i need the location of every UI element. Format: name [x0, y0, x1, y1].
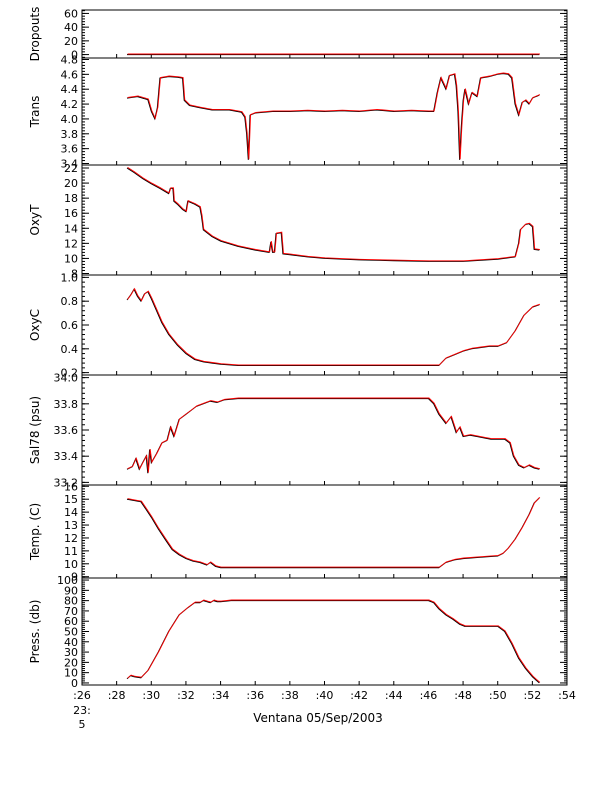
series-line-dark: [126, 73, 540, 160]
y-tick-label: 3.6: [61, 143, 79, 156]
y-tick-label: 20: [64, 35, 78, 48]
x-start-label: 23:: [73, 704, 91, 717]
y-tick-label: 4.6: [61, 68, 79, 81]
series-line-red: [127, 287, 541, 366]
x-tick-label: :38: [281, 689, 299, 702]
panel-4: 0.2 0.4 0.6 0.8 1.0 OxyC: [28, 271, 568, 380]
y-tick-label: 10: [64, 252, 78, 265]
y-tick-label: 10: [64, 558, 78, 571]
y-tick-label: 3.4: [61, 158, 79, 171]
y-tick-label: 33.2: [54, 476, 79, 489]
y-axis-label: Temp. (C): [28, 503, 42, 561]
x-start-label: 5: [79, 718, 86, 731]
y-axis-label: Trans: [28, 96, 42, 129]
x-tick-label: :36: [246, 689, 264, 702]
x-tick-label: :44: [385, 689, 403, 702]
y-tick-label: 8: [71, 267, 78, 280]
y-tick-label: 33.4: [54, 450, 79, 463]
y-tick-label: 4.2: [61, 98, 79, 111]
y-tick-label: 3.8: [61, 128, 79, 141]
panel-frame: [81, 484, 568, 579]
x-tick-label: :48: [454, 689, 472, 702]
y-axis-label: OxyT: [28, 204, 42, 236]
y-tick-label: 0.6: [61, 319, 79, 332]
x-tick-label: :46: [420, 689, 438, 702]
y-tick-label: 13: [64, 519, 78, 532]
panel-frame: [81, 274, 568, 376]
y-tick-label: 90: [64, 584, 78, 597]
y-tick-label: 14: [64, 506, 78, 519]
y-tick-label: 30: [64, 646, 78, 659]
y-tick-label: 0.4: [61, 343, 79, 356]
y-tick-label: 12: [64, 532, 78, 545]
series-line-red: [127, 496, 541, 568]
y-tick-label: 60: [64, 7, 78, 20]
panel-frame: [81, 9, 568, 59]
y-tick-label: 1.0: [61, 271, 79, 284]
x-tick-label: :34: [212, 689, 230, 702]
y-tick-label: 20: [64, 656, 78, 669]
y-tick-label: 14: [64, 222, 78, 235]
y-tick-label: 100: [57, 574, 78, 587]
y-tick-label: 20: [64, 177, 78, 190]
x-tick-label: :32: [177, 689, 195, 702]
series-line-red: [127, 167, 540, 262]
y-tick-label: 4.8: [61, 53, 79, 66]
y-tick-label: 33.8: [54, 398, 79, 411]
y-tick-label: 50: [64, 626, 78, 639]
x-tick-label: :42: [350, 689, 368, 702]
y-tick-label: 15: [64, 493, 78, 506]
y-axis-label: Sal78 (psu): [28, 396, 42, 464]
x-tick-label: :40: [316, 689, 334, 702]
panel-5: 33.2 33.4 33.6 33.8 34.0 Sal78 (psu): [28, 372, 568, 489]
y-tick-label: 12: [64, 237, 78, 250]
y-tick-label: 16: [64, 480, 78, 493]
y-tick-label: 22: [64, 162, 78, 175]
panels: 0204060Dropouts3.43.63.84.04.24.44.64.8T…: [28, 7, 568, 690]
y-tick-label: 4.4: [61, 83, 79, 96]
panel-2: 3.4 3.6 3.8 4.0 4.2 4.4 4.6 4.8 Trans: [28, 53, 568, 171]
x-tick-label: :28: [108, 689, 126, 702]
y-axis-label: Press. (db): [28, 600, 42, 664]
y-tick-label: 40: [64, 636, 78, 649]
x-axis: :26 :28 :30 :32 :34 :36 :38 :40 :42 :44 :46 :48 :50:…: [73, 689, 576, 731]
x-tick-label: :50: [489, 689, 507, 702]
y-tick-label: 9: [71, 571, 78, 584]
panel-frame: [81, 374, 568, 486]
panel-frame: [81, 577, 568, 686]
y-tick-label: 11: [64, 545, 78, 558]
y-tick-label: 0.2: [61, 367, 79, 380]
series-line-dark: [126, 167, 540, 262]
y-tick-label: 40: [64, 21, 78, 34]
y-tick-label: 10: [64, 667, 78, 680]
x-tick-label: :26: [73, 689, 91, 702]
y-tick-label: 18: [64, 192, 78, 205]
y-tick-label: 0: [71, 677, 78, 690]
x-tick-label: :54: [558, 689, 576, 702]
series-line-red: [127, 599, 541, 683]
x-axis-label: Ventana 05/Sep/2003: [253, 711, 383, 725]
y-axis-label: Dropouts: [28, 7, 42, 62]
y-tick-label: 34.0: [54, 372, 79, 385]
y-tick-label: 33.6: [54, 424, 79, 437]
y-axis-label: OxyC: [28, 309, 42, 341]
y-tick-label: 80: [64, 595, 78, 608]
x-tick-label: :52: [524, 689, 542, 702]
y-tick-label: 16: [64, 207, 78, 220]
y-tick-label: 0.8: [61, 295, 79, 308]
y-tick-label: 60: [64, 615, 78, 628]
y-tick-label: 70: [64, 605, 78, 618]
panel-3: 8 10 12 14 16 18 20 22 OxyT: [28, 162, 568, 280]
series-line-dark: [126, 600, 540, 684]
series-line-dark: [126, 398, 540, 474]
x-tick-label: :30: [142, 689, 160, 702]
y-tick-label: 4.0: [61, 113, 79, 126]
series-line-red: [127, 397, 541, 473]
series-line-red: [127, 72, 541, 160]
y-tick-label: 0: [71, 49, 78, 62]
